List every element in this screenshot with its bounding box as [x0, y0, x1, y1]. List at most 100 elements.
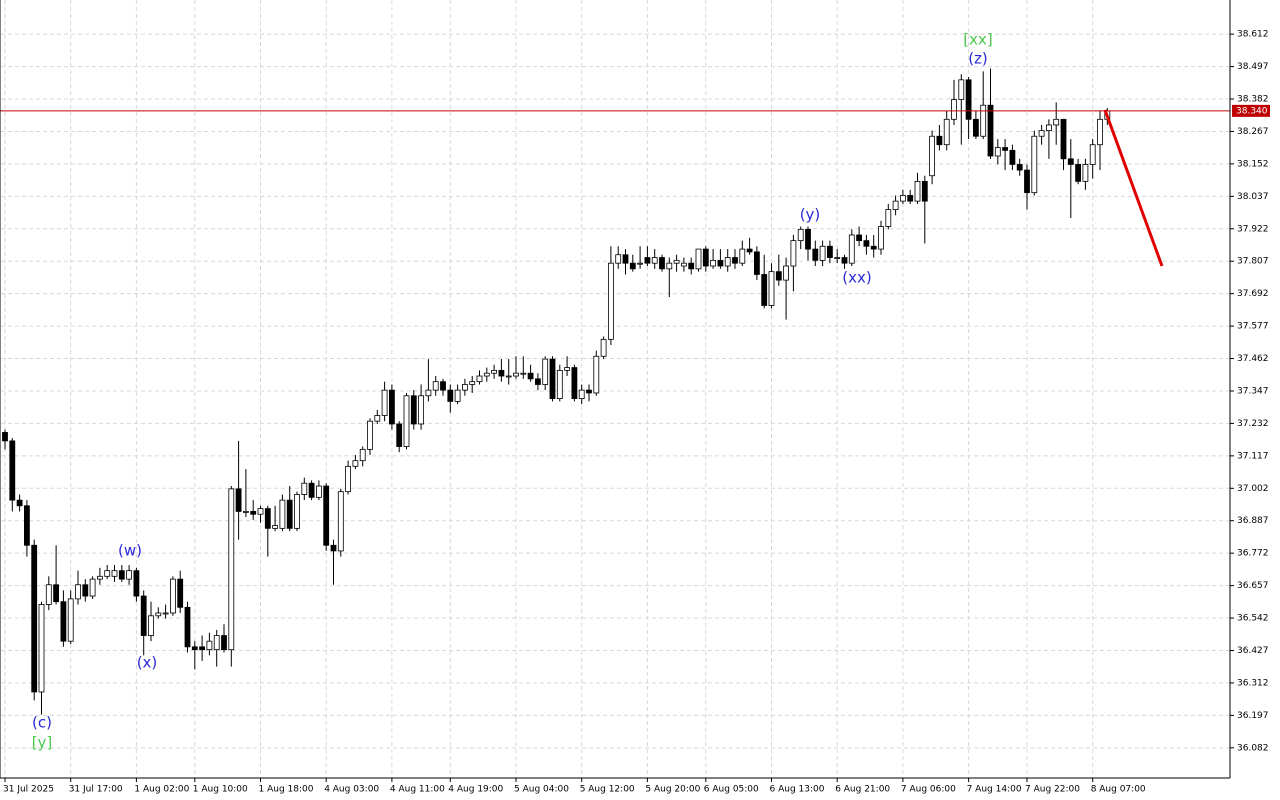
y-tick-label: 37.232 — [1237, 419, 1269, 429]
candle-body — [315, 485, 322, 498]
candle-body — [454, 389, 461, 402]
x-tick-label: 4 Aug 03:00 — [324, 785, 379, 795]
candle-body — [1082, 164, 1089, 182]
candle-body — [659, 257, 665, 270]
axis-labels: 38.612 38.497 38.382 38.267 38.152 38.037 37.9… — [3, 30, 1270, 795]
candle-body — [936, 135, 943, 146]
candle-body — [994, 147, 1001, 157]
candle-body — [199, 646, 206, 651]
y-tick-label: 36.657 — [1237, 581, 1269, 591]
candle-body — [1031, 135, 1038, 194]
candle-body — [564, 367, 570, 371]
candle-body — [980, 104, 987, 137]
candle-body — [929, 135, 935, 177]
wave-label: [y] — [32, 734, 53, 752]
candle-body — [118, 570, 125, 580]
candle-body — [272, 525, 279, 529]
candle-body — [848, 234, 855, 264]
candle-body — [681, 262, 687, 267]
x-tick-label: 7 Aug 22:00 — [1025, 785, 1080, 795]
wave-label: (x) — [137, 654, 158, 672]
candle-body — [892, 200, 899, 210]
candle-body — [615, 254, 622, 264]
candle-body — [914, 180, 921, 202]
y-tick-label: 38.037 — [1237, 192, 1269, 202]
candle-body — [965, 79, 972, 120]
y-tick-label: 37.692 — [1237, 289, 1269, 299]
candle-body — [856, 234, 862, 242]
candle-body — [169, 578, 176, 614]
candle-body — [600, 338, 607, 357]
candle-body — [345, 465, 352, 493]
candle-body — [177, 578, 184, 608]
candle-body — [469, 381, 476, 385]
candle-body — [790, 240, 797, 267]
candle-body — [82, 584, 89, 597]
candle-body — [739, 248, 746, 264]
x-tick-label: 7 Aug 06:00 — [901, 785, 956, 795]
candle-body — [505, 375, 512, 378]
x-tick-label: 6 Aug 05:00 — [704, 785, 759, 795]
candle-body — [958, 79, 965, 100]
candle-body — [228, 488, 235, 651]
candle-body — [432, 381, 439, 391]
candle-body — [549, 358, 556, 399]
candle-body — [418, 395, 425, 425]
candle-body — [783, 265, 789, 281]
candle-body — [1016, 164, 1023, 171]
candle-body — [23, 505, 30, 546]
grid — [1, 0, 1230, 778]
y-tick-label: 36.312 — [1237, 678, 1269, 688]
candle-body — [447, 389, 454, 402]
price-label-box — [1232, 104, 1270, 117]
candle-body — [191, 646, 198, 651]
candle-body — [367, 420, 373, 450]
candle-body — [279, 499, 286, 529]
candle-body — [75, 584, 81, 600]
candle-body — [16, 499, 23, 507]
wave-label: [xx] — [963, 31, 992, 49]
candle-body — [301, 482, 308, 495]
candle-body — [286, 499, 293, 529]
candle-body — [308, 482, 315, 498]
y-tick-label: 37.462 — [1237, 354, 1269, 364]
candle-body — [943, 118, 950, 146]
candle-body — [1024, 169, 1030, 194]
candle-body — [1038, 130, 1045, 137]
candle-body — [951, 99, 957, 120]
candle-body — [294, 494, 300, 529]
x-tick-label: 1 Aug 10:00 — [193, 785, 248, 795]
y-tick-label: 37.002 — [1237, 484, 1269, 494]
y-tick-label: 37.117 — [1237, 451, 1269, 461]
candle-body — [622, 254, 629, 264]
candle-body — [513, 372, 519, 377]
candle-body — [710, 259, 716, 267]
candle-body — [148, 615, 154, 636]
y-tick-label: 38.152 — [1237, 159, 1269, 169]
y-tick-label: 38.267 — [1237, 127, 1269, 137]
candle-body — [330, 544, 337, 552]
x-tick-label: 31 Jul 17:00 — [69, 785, 123, 795]
candle-body — [571, 367, 578, 399]
candle-body — [827, 245, 833, 258]
candle-body — [535, 378, 541, 385]
x-tick-label: 4 Aug 19:00 — [448, 785, 503, 795]
candle-body — [388, 389, 395, 425]
x-tick-label: 8 Aug 07:00 — [1091, 785, 1146, 795]
y-tick-label: 38.382 — [1237, 95, 1269, 105]
y-tick-label: 37.807 — [1237, 257, 1269, 267]
candle-body — [126, 570, 132, 580]
candle-body — [841, 257, 848, 264]
x-tick-label: 7 Aug 14:00 — [967, 785, 1022, 795]
candle-body — [717, 259, 724, 267]
candle-body — [89, 578, 96, 597]
candle-body — [746, 248, 753, 253]
x-tick-label: 1 Aug 18:00 — [259, 785, 314, 795]
x-tick-label: 5 Aug 04:00 — [514, 785, 569, 795]
y-tick-label: 38.497 — [1237, 62, 1269, 72]
candle-body — [235, 488, 242, 512]
candle-body — [1060, 118, 1067, 160]
candle-body — [352, 460, 359, 467]
candle-body — [885, 209, 892, 227]
